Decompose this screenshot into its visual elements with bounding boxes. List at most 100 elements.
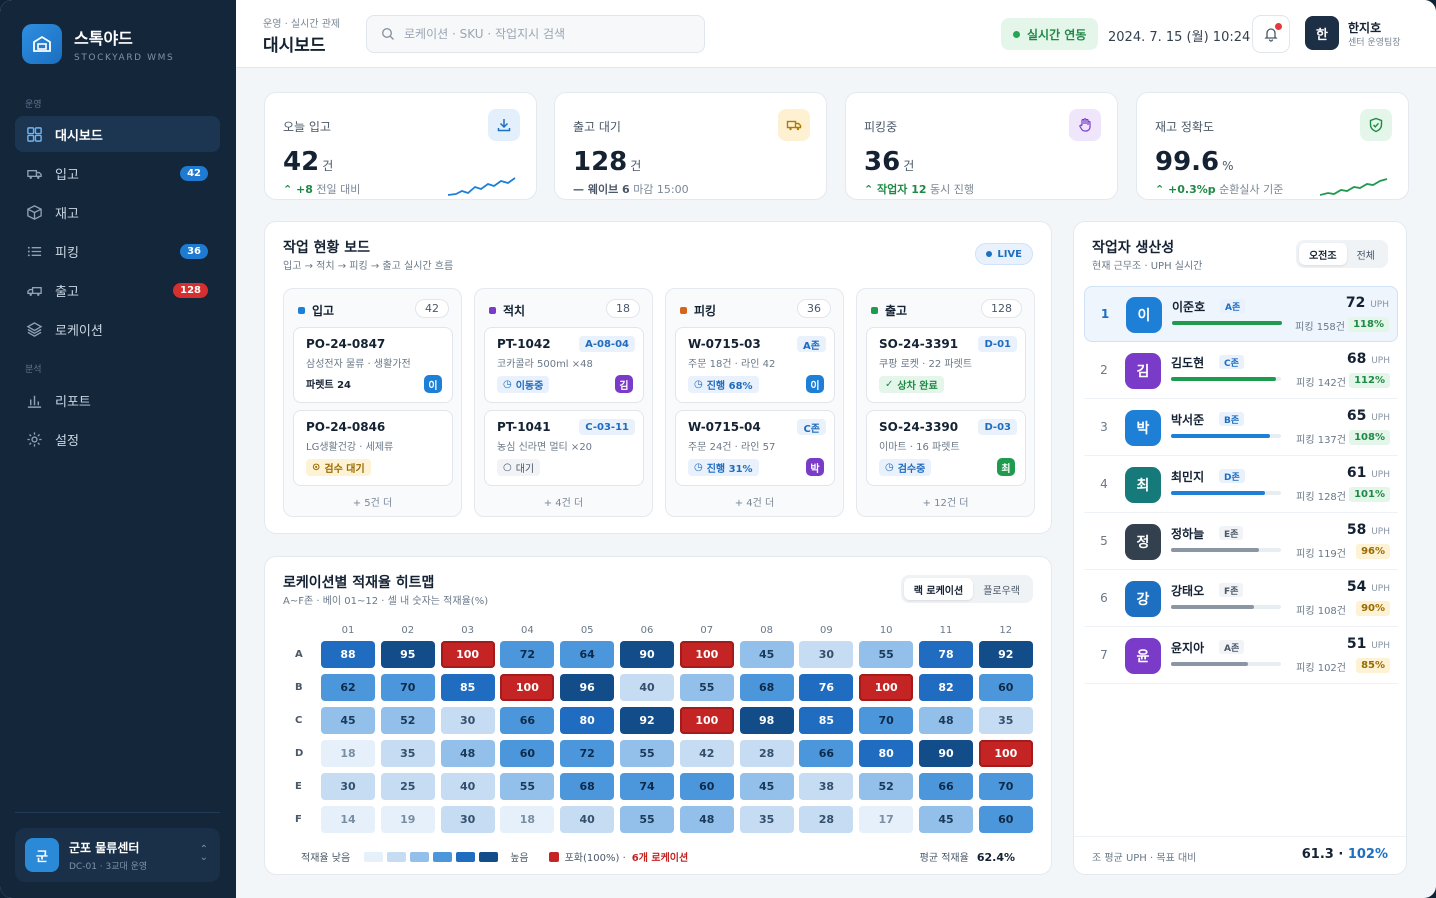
heatmap-cell[interactable]: 85 [799,707,854,734]
heatmap-cell[interactable]: 48 [919,707,973,734]
heatmap-cell[interactable]: 25 [380,773,435,800]
heatmap-cell[interactable]: 55 [500,773,555,800]
sidebar-item-inbound[interactable]: 입고 42 [15,155,220,191]
heatmap-cell[interactable]: 62 [321,674,375,701]
kpi-card-picking[interactable]: 피킹중 36 건 ⌃ 작업자 12 동시 진행 [845,92,1118,200]
heatmap-cell[interactable]: 18 [500,806,555,833]
heatmap-cell[interactable]: 30 [799,641,854,668]
sidebar-item-report[interactable]: 리포트 [15,382,220,418]
heatmap-cell[interactable]: 78 [919,641,973,668]
task-card[interactable]: PO-24-0847 삼성전자 물류 · 생활가전 파렛트 24 이 [293,327,453,403]
heatmap-cell[interactable]: 92 [978,641,1033,668]
tab-rack-location[interactable]: 랙 로케이션 [903,578,974,600]
tab-flow-rack[interactable]: 플로우랙 [983,585,1020,597]
heatmap-cell[interactable]: 55 [620,740,674,767]
heatmap-cell[interactable]: 76 [799,674,854,701]
heatmap-cell[interactable]: 74 [620,773,674,800]
heatmap-cell[interactable]: 35 [380,740,435,767]
heatmap-cell[interactable]: 40 [440,773,495,800]
show-more-link[interactable]: + 5건 더 [352,498,393,509]
heatmap-cell[interactable]: 60 [978,806,1033,833]
heatmap-cell[interactable]: 18 [321,740,375,767]
brand[interactable]: 스톡야드 STOCKYARD WMS [22,24,174,64]
worker-row[interactable]: 5 정 정하늘 E존 58 UPH 피킹 119건 96% [1084,514,1398,570]
heatmap-cell[interactable]: 100 [978,740,1033,767]
heatmap-cell[interactable]: 100 [500,674,555,701]
heatmap-cell[interactable]: 96 [560,674,615,701]
heatmap-cell[interactable]: 100 [679,707,734,734]
notification-button[interactable] [1252,15,1290,53]
heatmap-cell[interactable]: 68 [560,773,615,800]
heatmap-cell[interactable]: 52 [380,707,435,734]
heatmap-cell[interactable]: 40 [620,674,674,701]
worker-row[interactable]: 7 윤 윤지아 A존 51 UPH 피킹 102건 85% [1084,628,1398,684]
task-card[interactable]: PT-1041 C-03-11 농심 신라면 멀티 ×20 ○ 대기 [484,410,644,486]
heatmap-cell[interactable]: 30 [321,773,375,800]
worker-row[interactable]: 3 박 박서준 B존 65 UPH 피킹 137건 108% [1084,400,1398,456]
heatmap-cell[interactable]: 95 [380,641,435,668]
heatmap-cell[interactable]: 42 [679,740,734,767]
heatmap-cell[interactable]: 66 [500,707,555,734]
sidebar-item-outbound[interactable]: 출고 128 [15,272,220,308]
worker-row[interactable]: 2 김 김도현 C존 68 UPH 피킹 142건 112% [1084,343,1398,399]
task-card[interactable]: SO-24-3390 D-03 이마트 · 16 파렛트 ◷ 검수중 최 [866,410,1026,486]
heatmap-cell[interactable]: 28 [799,806,854,833]
sidebar-item-dashboard[interactable]: 대시보드 [15,116,220,152]
heatmap-cell[interactable]: 80 [859,740,914,767]
heatmap-cell[interactable]: 68 [739,674,794,701]
heatmap-cell[interactable]: 55 [859,641,914,668]
heatmap-cell[interactable]: 60 [679,773,734,800]
heatmap-cell[interactable]: 45 [919,806,973,833]
heatmap-cell[interactable]: 70 [978,773,1033,800]
heatmap-cell[interactable]: 90 [919,740,973,767]
worker-row[interactable]: 1 이 이준호 A존 72 UPH 피킹 158건 118% [1084,286,1398,342]
heatmap-cell[interactable]: 55 [679,674,734,701]
heatmap-cell[interactable]: 64 [560,641,615,668]
sidebar-item-inventory[interactable]: 재고 [15,194,220,230]
heatmap-cell[interactable]: 70 [380,674,435,701]
task-card[interactable]: W-0715-03 A존 주문 18건 · 라인 42 ◷ 진행 68% 이 [675,327,835,403]
heatmap-cell[interactable]: 30 [440,707,495,734]
kpi-card-accuracy[interactable]: 재고 정확도 99.6% ⌃ +0.3%p 순환실사 기준 [1136,92,1409,200]
show-more-link[interactable]: + 12건 더 [922,498,969,509]
heatmap-cell[interactable]: 72 [500,641,555,668]
heatmap-cell[interactable]: 85 [440,674,495,701]
tab-all-shifts[interactable]: 전체 [1356,250,1375,262]
heatmap-cell[interactable]: 100 [859,674,914,701]
heatmap-cell[interactable]: 48 [679,806,734,833]
heatmap-cell[interactable]: 66 [799,740,854,767]
heatmap-cell[interactable]: 28 [739,740,794,767]
heatmap-cell[interactable]: 70 [859,707,914,734]
heatmap-cell[interactable]: 45 [739,773,794,800]
kpi-card-outbound-pending[interactable]: 출고 대기 128 건 — 웨이브 6 마감 15:00 [554,92,827,200]
heatmap-cell[interactable]: 17 [859,806,914,833]
heatmap-cell[interactable]: 92 [620,707,674,734]
heatmap-cell[interactable]: 72 [560,740,615,767]
heatmap-cell[interactable]: 14 [321,806,375,833]
heatmap-cell[interactable]: 45 [739,641,794,668]
task-card[interactable]: PO-24-0846 LG생활건강 · 세제류 ⊙ 검수 대기 [293,410,453,486]
center-switcher[interactable]: 군 군포 물류센터 DC-01 · 3교대 운영 ⌃ ⌄ [15,828,220,882]
heatmap-cell[interactable]: 80 [560,707,615,734]
heatmap-cell[interactable]: 90 [620,641,674,668]
heatmap-cell[interactable]: 35 [978,707,1033,734]
heatmap-cell[interactable]: 88 [321,641,375,668]
heatmap-cell[interactable]: 30 [440,806,495,833]
heatmap-cell[interactable]: 38 [799,773,854,800]
heatmap-cell[interactable]: 35 [739,806,794,833]
show-more-link[interactable]: + 4건 더 [543,498,584,509]
kpi-card-inbound[interactable]: 오늘 입고 42 건 ⌃ +8 전일 대비 [264,92,537,200]
heatmap-cell[interactable]: 100 [440,641,495,668]
heatmap-cell[interactable]: 100 [679,641,734,668]
heatmap-cell[interactable]: 19 [380,806,435,833]
search-box[interactable] [366,15,705,53]
sidebar-item-location[interactable]: 로케이션 [15,311,220,347]
sidebar-item-settings[interactable]: 설정 [15,421,220,457]
heatmap-cell[interactable]: 60 [978,674,1033,701]
sidebar-item-picking[interactable]: 피킹 36 [15,233,220,269]
heatmap-cell[interactable]: 40 [560,806,615,833]
tab-morning-shift[interactable]: 오전조 [1298,243,1347,265]
user-name[interactable]: 한지호 [1348,21,1382,35]
user-avatar[interactable]: 한 [1305,16,1339,50]
heatmap-cell[interactable]: 98 [739,707,794,734]
